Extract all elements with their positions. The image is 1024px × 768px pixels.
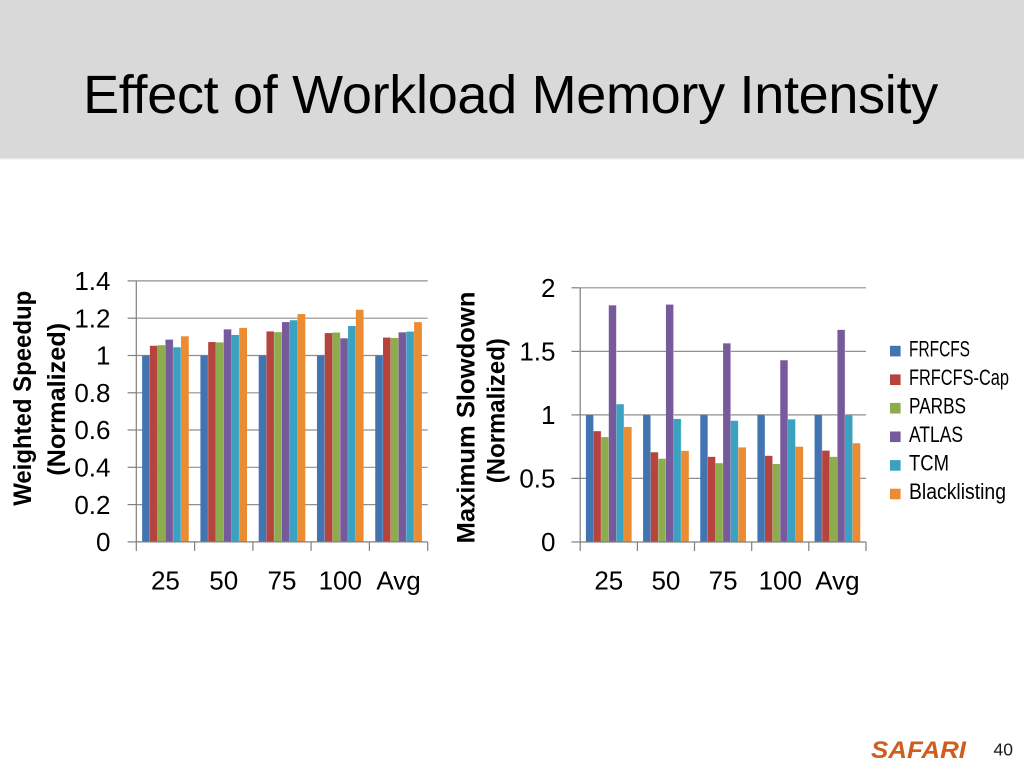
- svg-text:50: 50: [651, 566, 680, 596]
- svg-text:SAFARI: SAFARI: [871, 737, 967, 764]
- svg-text:40: 40: [994, 740, 1014, 760]
- svg-text:0.5: 0.5: [519, 464, 555, 494]
- svg-text:PARBS: PARBS: [909, 393, 966, 418]
- svg-text:100: 100: [759, 566, 802, 596]
- svg-text:Weighted Speedup: Weighted Speedup: [9, 291, 37, 506]
- svg-text:(Normalized): (Normalized): [482, 338, 510, 483]
- svg-text:25: 25: [594, 566, 623, 596]
- svg-text:Blacklisting: Blacklisting: [909, 479, 1006, 504]
- svg-text:(Normalized): (Normalized): [43, 323, 71, 476]
- svg-text:Avg: Avg: [376, 566, 420, 596]
- svg-text:1.4: 1.4: [74, 266, 110, 296]
- svg-text:FRFCFS: FRFCFS: [909, 336, 970, 361]
- svg-text:1.2: 1.2: [74, 303, 110, 333]
- svg-text:25: 25: [151, 566, 180, 596]
- svg-text:50: 50: [209, 566, 238, 596]
- svg-text:1: 1: [96, 341, 110, 371]
- svg-text:75: 75: [709, 566, 738, 596]
- svg-text:1: 1: [541, 400, 555, 430]
- svg-text:0.6: 0.6: [74, 415, 110, 445]
- svg-text:2: 2: [541, 273, 555, 303]
- svg-text:ATLAS: ATLAS: [909, 422, 963, 447]
- svg-text:TCM: TCM: [909, 451, 949, 476]
- svg-text:Avg: Avg: [815, 566, 859, 596]
- svg-text:FRFCFS-Cap: FRFCFS-Cap: [909, 365, 1009, 390]
- svg-text:Maximum Slowdown: Maximum Slowdown: [452, 292, 480, 544]
- svg-text:0: 0: [541, 527, 555, 557]
- svg-text:75: 75: [268, 566, 297, 596]
- svg-text:0.2: 0.2: [74, 490, 110, 520]
- svg-text:1.5: 1.5: [519, 337, 555, 367]
- svg-text:100: 100: [319, 566, 362, 596]
- svg-text:0.8: 0.8: [74, 378, 110, 408]
- svg-text:0: 0: [96, 527, 110, 557]
- svg-text:0.4: 0.4: [74, 453, 110, 483]
